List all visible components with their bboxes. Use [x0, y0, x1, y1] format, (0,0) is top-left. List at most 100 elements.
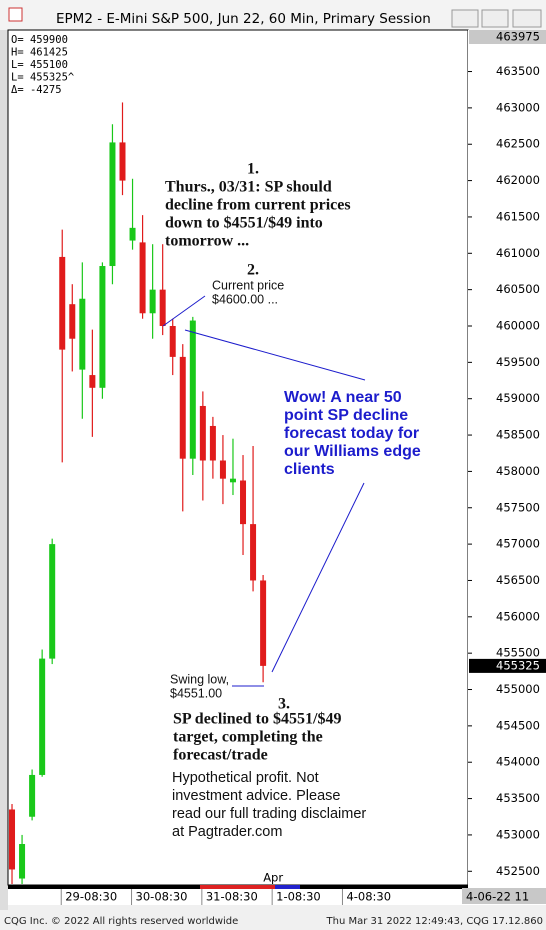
- close-button[interactable]: [512, 9, 542, 28]
- annotation: our Williams edge: [284, 443, 421, 460]
- y-tick-label: 459000: [496, 391, 540, 405]
- x-tick-label: 4-08:30: [346, 890, 391, 904]
- candle-body: [29, 774, 36, 817]
- candle-body: [39, 658, 46, 775]
- candle-body: [119, 142, 126, 181]
- arrow-line: [162, 295, 206, 327]
- header-stat: O= 459900: [11, 34, 68, 46]
- maximize-button[interactable]: [481, 9, 509, 28]
- y-tick-label: 461500: [496, 209, 540, 223]
- last-price-label: 455325: [496, 658, 540, 672]
- candle-body: [179, 356, 186, 459]
- candle-body: [79, 298, 86, 370]
- annotation: investment advice. Please: [172, 788, 340, 804]
- candle-body: [9, 809, 16, 870]
- y-tick-label: 452500: [496, 864, 540, 878]
- x-end-box: [462, 888, 546, 904]
- annotation: down to $4551/$49 into: [165, 215, 323, 232]
- candle-body: [240, 480, 247, 525]
- annotation: forecast/trade: [173, 747, 268, 764]
- candle-body: [250, 524, 257, 581]
- footer-right: Thu Mar 31 2022 12:49:43, CQG 17.12.860: [326, 916, 543, 927]
- y-tick-label: 454000: [496, 755, 540, 769]
- y-tick-label: 457000: [496, 537, 540, 551]
- annotation: point SP decline: [284, 407, 408, 424]
- candle-body: [19, 844, 26, 879]
- candle-body: [129, 227, 136, 241]
- candle-body: [59, 256, 66, 350]
- annotation: Thurs., 03/31: SP should: [165, 179, 332, 196]
- candle-body: [189, 320, 196, 459]
- candle-body: [149, 289, 156, 314]
- candle-body: [169, 325, 176, 357]
- price-axis: [468, 30, 546, 885]
- minimize-button[interactable]: [451, 9, 479, 28]
- note-number: 1.: [247, 161, 259, 178]
- y-tick-label: 458000: [496, 464, 540, 478]
- candle-body: [209, 425, 216, 461]
- candle-body: [219, 460, 226, 479]
- app-icon: [8, 7, 23, 22]
- time-axis: [8, 885, 546, 905]
- time-bar-today: [200, 885, 275, 889]
- y-tick-label: 455500: [496, 646, 540, 660]
- y-tick-label: 455000: [496, 682, 540, 696]
- candle-body: [199, 405, 206, 461]
- header-stat: H= 461425: [11, 47, 68, 59]
- y-tick-label: 458500: [496, 428, 540, 442]
- candle-body: [89, 375, 96, 388]
- candle-body: [139, 242, 146, 314]
- note-number: 2.: [247, 262, 259, 279]
- candle-body: [229, 478, 236, 483]
- x-tick-label: 30-08:30: [136, 890, 188, 904]
- annotation: read our full trading disclaimer: [172, 806, 366, 822]
- axis-top-box: [469, 30, 546, 44]
- axis-top-label: 463975: [496, 30, 540, 44]
- y-tick-label: 460000: [496, 318, 540, 332]
- annotation: target, completing the: [173, 729, 323, 746]
- annotation: clients: [284, 461, 335, 478]
- y-tick-label: 459500: [496, 355, 540, 369]
- annotation: Swing low,: [170, 672, 229, 686]
- y-tick-label: 454500: [496, 718, 540, 732]
- y-tick-label: 462500: [496, 137, 540, 151]
- y-tick-label: 460500: [496, 282, 540, 296]
- candle-body: [159, 289, 166, 326]
- annotation: forecast today for: [284, 425, 419, 442]
- candle-body: [99, 266, 106, 388]
- y-tick-label: 463500: [496, 64, 540, 78]
- annotation: at Pagtrader.com: [172, 824, 282, 840]
- annotation: Hypothetical profit. Not: [172, 770, 319, 786]
- time-bar-next: [275, 885, 300, 889]
- window-title: EPM2 - E-Mini S&P 500, Jun 22, 60 Min, P…: [56, 11, 431, 27]
- x-tick-label: 31-08:30: [206, 890, 258, 904]
- y-tick-label: 462000: [496, 173, 540, 187]
- annotation: tomorrow ...: [165, 233, 249, 250]
- y-tick-label: 457500: [496, 500, 540, 514]
- x-tick-label: 1-08:30: [276, 890, 321, 904]
- y-tick-label: 456500: [496, 573, 540, 587]
- annotation: Wow! A near 50: [284, 389, 402, 406]
- y-tick-label: 453500: [496, 791, 540, 805]
- header-stat: Δ= -4275: [11, 84, 62, 96]
- footer-left: CQG Inc. © 2022 All rights reserved worl…: [4, 916, 238, 927]
- note-number: 3.: [278, 696, 290, 713]
- footer: [0, 910, 546, 930]
- y-tick-label: 461000: [496, 246, 540, 260]
- header-stat: L= 455100: [11, 59, 68, 71]
- month-label: Apr: [263, 871, 283, 885]
- y-tick-label: 463000: [496, 100, 540, 114]
- y-tick-label: 453000: [496, 827, 540, 841]
- header-stat: L= 455325^: [11, 72, 74, 84]
- y-tick-label: 456000: [496, 609, 540, 623]
- left-strip: [0, 30, 8, 910]
- annotation: SP declined to $4551/$49: [173, 711, 341, 728]
- x-tick-label: 29-08:30: [65, 890, 117, 904]
- candle-body: [69, 304, 76, 339]
- annotation: $4551.00: [170, 686, 222, 700]
- annotation: Current price: [212, 278, 284, 292]
- arrow-line: [184, 329, 366, 381]
- candle-body: [49, 544, 56, 659]
- candle-body: [109, 142, 116, 267]
